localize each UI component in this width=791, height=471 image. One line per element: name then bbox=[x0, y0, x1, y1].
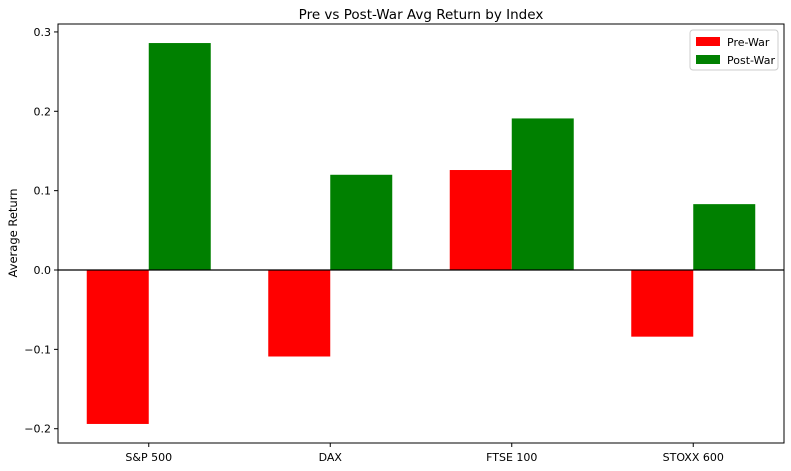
x-tick-label: STOXX 600 bbox=[663, 451, 724, 464]
x-tick-label: S&P 500 bbox=[125, 451, 172, 464]
bar-post-war-s-p-500 bbox=[148, 43, 211, 271]
y-tick-label: 0.0 bbox=[34, 264, 52, 277]
x-tick-label: FTSE 100 bbox=[486, 451, 537, 464]
legend-label: Post-War bbox=[727, 54, 775, 67]
x-tick-label: DAX bbox=[319, 451, 343, 464]
bar-post-war-ftse-100 bbox=[511, 118, 574, 271]
plot-frame bbox=[57, 23, 785, 444]
legend-swatch bbox=[696, 37, 720, 46]
bar-post-war-stoxx-600 bbox=[693, 204, 756, 271]
bar-pre-war-dax bbox=[268, 270, 331, 357]
y-tick-label: 0.2 bbox=[34, 105, 52, 118]
chart-title: Pre vs Post-War Avg Return by Index bbox=[299, 7, 544, 23]
y-axis-label: Average Return bbox=[6, 188, 20, 277]
bar-pre-war-stoxx-600 bbox=[631, 270, 694, 337]
legend-swatch bbox=[696, 55, 720, 64]
x-axis: S&P 500 DAX FTSE 100 STOXX 600 bbox=[125, 443, 724, 464]
bar-pre-war-ftse-100 bbox=[449, 170, 512, 271]
y-tick-label: −0.1 bbox=[24, 343, 51, 356]
bar-pre-war-s-p-500 bbox=[86, 270, 149, 424]
legend-label: Pre-War bbox=[727, 36, 770, 49]
y-tick-label: −0.2 bbox=[24, 423, 51, 436]
legend: Pre-War Post-War bbox=[689, 29, 779, 71]
bar-post-war-dax bbox=[330, 174, 393, 271]
y-axis: −0.2 −0.1 0.0 0.1 0.2 0.3 bbox=[24, 26, 58, 436]
y-tick-label: 0.1 bbox=[34, 185, 52, 198]
y-tick-label: 0.3 bbox=[34, 26, 52, 39]
bars-group bbox=[86, 43, 756, 424]
